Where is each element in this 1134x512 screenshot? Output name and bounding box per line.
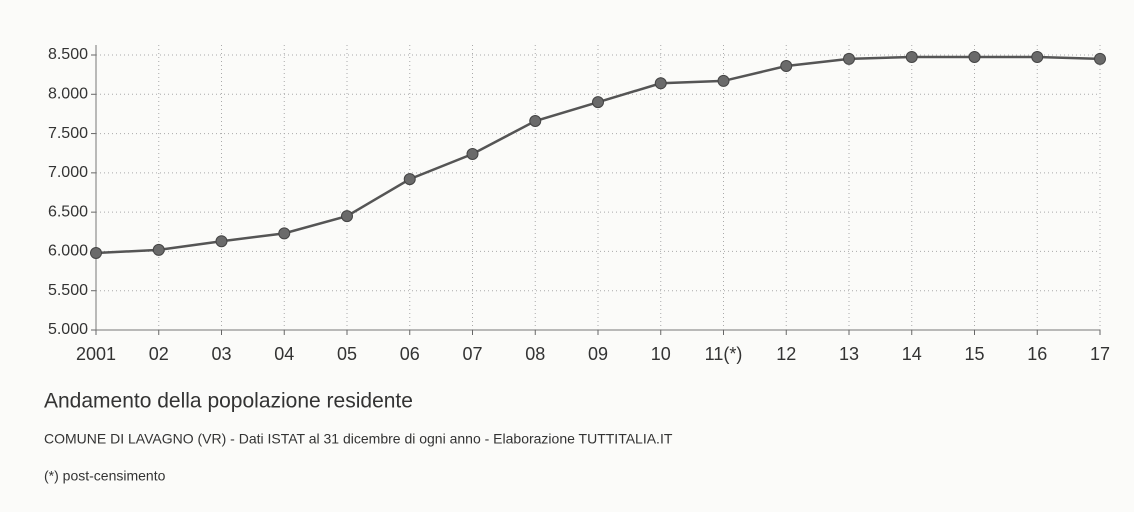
x-tick-label: 13: [839, 344, 859, 364]
x-tick-label: 11(*): [705, 344, 743, 364]
x-tick-label: 06: [400, 344, 420, 364]
x-tick-label: 05: [337, 344, 357, 364]
x-tick-label: 04: [274, 344, 294, 364]
x-tick-label: 08: [525, 344, 545, 364]
y-tick-label: 5.000: [48, 321, 88, 338]
y-tick-label: 6.000: [48, 243, 88, 260]
x-tick-label: 14: [902, 344, 922, 364]
data-point: [592, 96, 604, 109]
x-tick-label: 02: [149, 344, 169, 364]
data-point: [90, 247, 102, 259]
data-point: [905, 50, 918, 63]
chart-subtitle: COMUNE DI LAVAGNO (VR) - Dati ISTAT al 3…: [44, 431, 673, 447]
y-tick-label: 7.000: [48, 164, 88, 181]
data-line: [95, 55, 1101, 255]
x-tick-label: 10: [651, 344, 671, 364]
x-tick-label: 07: [462, 344, 482, 364]
x-tick-label: 03: [211, 344, 231, 364]
data-point: [215, 235, 228, 248]
data-point: [1031, 50, 1044, 63]
x-tick-label: 12: [776, 344, 796, 364]
chart-note: (*) post-censimento: [44, 468, 166, 484]
data-point: [654, 77, 667, 90]
x-tick-label: 15: [964, 344, 984, 364]
x-tick-label: 2001: [76, 344, 116, 364]
y-tick-label: 6.500: [48, 203, 88, 220]
data-point: [968, 50, 981, 63]
data-point: [152, 243, 165, 256]
data-point: [780, 60, 793, 72]
y-tick-label: 7.500: [48, 125, 88, 142]
x-tick-label: 09: [588, 344, 608, 364]
data-point: [278, 227, 291, 240]
data-point: [529, 115, 542, 127]
x-tick-label: 16: [1027, 344, 1047, 364]
data-point: [843, 52, 855, 65]
data-point: [403, 173, 416, 186]
data-point: [341, 210, 353, 223]
y-tick-label: 8.000: [48, 86, 88, 103]
y-tick-label: 8.500: [48, 46, 88, 63]
y-tick-label: 5.500: [48, 282, 88, 299]
x-tick-label: 17: [1090, 344, 1110, 364]
data-point: [466, 148, 479, 160]
data-point: [717, 74, 730, 87]
chart-title: Andamento della popolazione residente: [44, 390, 413, 413]
data-point: [1094, 52, 1106, 65]
